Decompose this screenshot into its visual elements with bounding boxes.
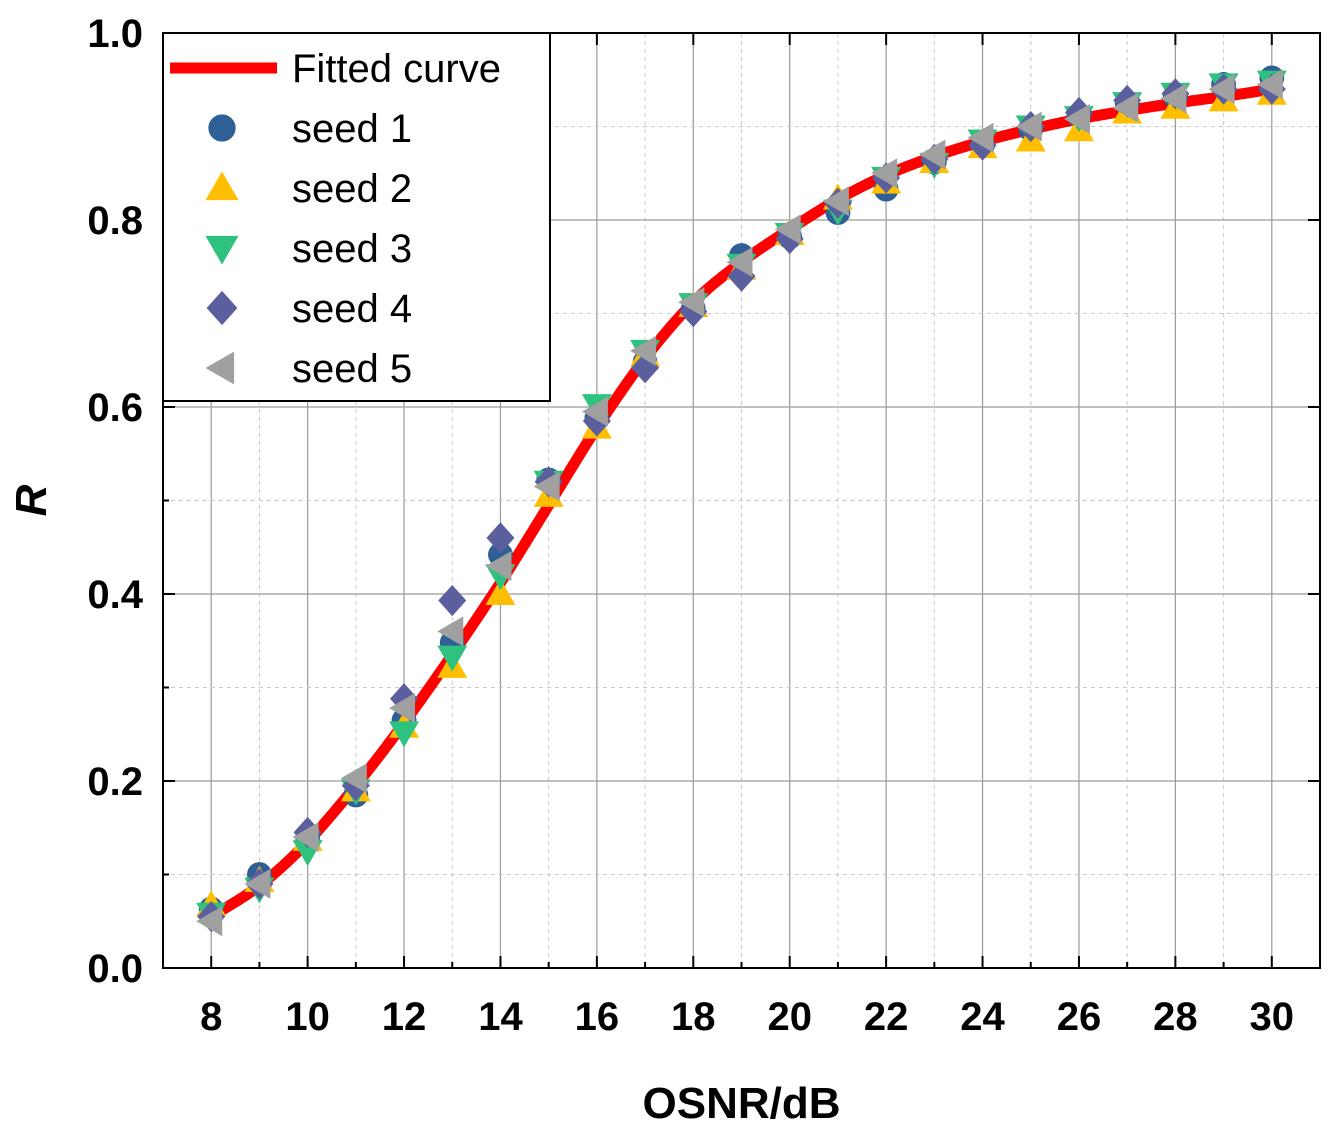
- data-point: [340, 763, 367, 794]
- data-point: [292, 822, 319, 853]
- legend: Fitted curve seed 1 seed 2 seed 3 seed 4 seed…: [162, 32, 551, 402]
- legend-label-seed-1: seed 1: [292, 107, 412, 151]
- data-point: [631, 352, 660, 384]
- x-tick-label: 12: [382, 995, 427, 1039]
- data-point: [485, 550, 512, 581]
- legend-marker-seed-4: [206, 290, 238, 326]
- legend-marker-seed-3: [205, 235, 239, 265]
- data-point: [581, 396, 608, 427]
- data-point: [678, 287, 705, 318]
- data-point: [486, 522, 515, 554]
- x-tick-label: 14: [478, 995, 523, 1039]
- data-points-layer: [196, 65, 1287, 937]
- data-point: [485, 579, 516, 605]
- x-tick-label: 30: [1250, 995, 1295, 1039]
- legend-label-fitted-curve: Fitted curve: [292, 47, 501, 91]
- x-tick-label: 24: [960, 995, 1005, 1039]
- y-tick-label: 0.2: [87, 760, 143, 804]
- legend-marker-seed-1: [208, 114, 236, 142]
- data-point: [196, 906, 223, 937]
- data-point: [389, 693, 416, 724]
- x-tick-label: 10: [285, 995, 330, 1039]
- data-point: [582, 405, 611, 437]
- data-point: [1160, 83, 1187, 114]
- x-tick-label: 26: [1057, 995, 1102, 1039]
- data-point: [822, 186, 849, 217]
- data-point: [437, 616, 464, 647]
- legend-label-seed-3: seed 3: [292, 227, 412, 271]
- y-tick-label: 0.6: [87, 386, 143, 430]
- legend-marker-seed-5: [205, 351, 235, 385]
- legend-box: [162, 32, 551, 402]
- data-point: [630, 335, 657, 366]
- legend-label-seed-2: seed 2: [292, 167, 412, 211]
- data-point: [389, 721, 420, 748]
- data-point: [1063, 104, 1090, 135]
- data-point: [774, 214, 801, 245]
- data-point: [727, 260, 756, 292]
- data-point: [871, 158, 898, 189]
- data-point: [437, 645, 468, 672]
- data-point: [726, 247, 753, 278]
- y-tick-label: 0.4: [87, 573, 143, 617]
- series-seed-5: [196, 69, 1283, 937]
- data-point: [533, 471, 560, 502]
- x-tick-label: 8: [200, 995, 222, 1039]
- data-point: [1015, 111, 1042, 142]
- legend-marker-seed-2: [205, 171, 239, 201]
- x-tick-label: 18: [671, 995, 716, 1039]
- data-point: [244, 868, 271, 899]
- data-point: [919, 139, 946, 170]
- data-point: [1208, 74, 1235, 105]
- y-axis-title: R: [7, 484, 56, 516]
- data-point: [1256, 69, 1283, 100]
- y-tick-label: 1.0: [87, 12, 143, 56]
- legend-label-seed-4: seed 4: [292, 287, 412, 331]
- x-axis-title: OSNR/dB: [643, 1079, 841, 1128]
- data-point: [967, 122, 994, 153]
- data-point: [1112, 92, 1139, 123]
- y-tick-label: 0.0: [87, 947, 143, 991]
- x-tick-label: 16: [575, 995, 620, 1039]
- x-tick-label: 22: [864, 995, 909, 1039]
- axis-ticks: 8 10 12 14 16 18 20 22 24 26 28 30 0.0 0.2 0.4 0.6 0.8 1.…: [87, 12, 1320, 1039]
- legend-label-seed-5: seed 5: [292, 347, 412, 391]
- y-tick-label: 0.8: [87, 199, 143, 243]
- data-point: [390, 683, 419, 715]
- x-tick-label: 28: [1153, 995, 1198, 1039]
- data-point: [438, 584, 467, 617]
- x-tick-label: 20: [767, 995, 812, 1039]
